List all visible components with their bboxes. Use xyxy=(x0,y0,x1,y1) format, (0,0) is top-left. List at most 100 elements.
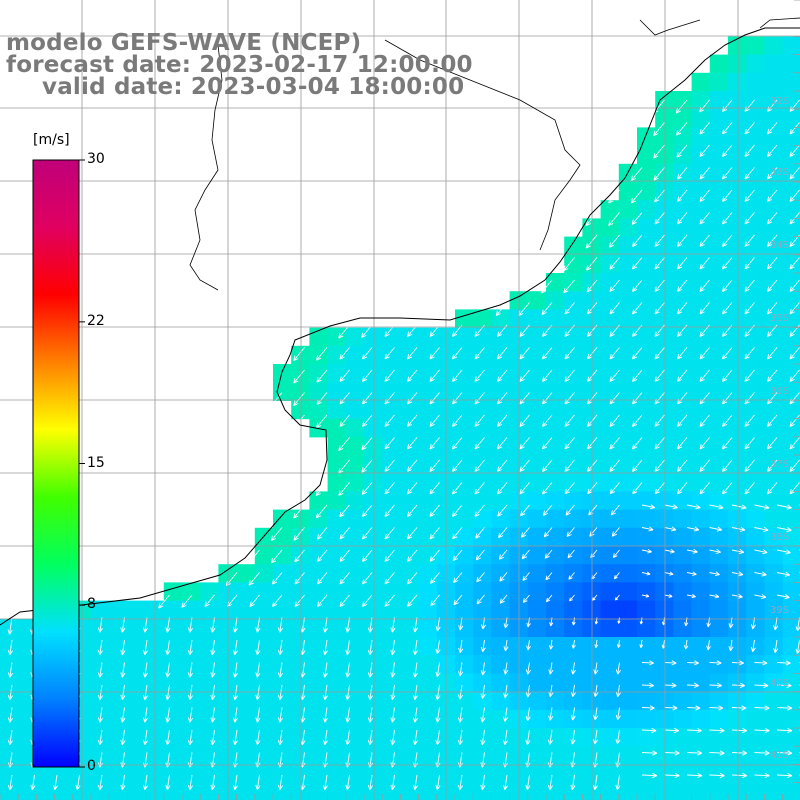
field-cell xyxy=(618,254,638,274)
wind-arrow xyxy=(610,504,620,516)
field-cell xyxy=(455,455,474,474)
wind-arrow xyxy=(767,414,778,427)
field-cell xyxy=(691,582,711,602)
field-cell xyxy=(473,691,492,711)
field-cell xyxy=(691,400,711,420)
field-cell xyxy=(527,455,547,474)
field-cell xyxy=(309,582,329,602)
field-cell xyxy=(455,436,474,456)
wind-arrow xyxy=(502,729,508,745)
wind-arrow xyxy=(773,617,779,631)
wind-arrow xyxy=(345,774,351,790)
field-cell xyxy=(728,400,747,420)
field-cell xyxy=(564,782,583,800)
wind-arrow xyxy=(249,594,260,607)
field-cell xyxy=(473,327,492,347)
wind-arrow xyxy=(407,572,418,585)
wind-arrow xyxy=(709,660,722,666)
field-cell xyxy=(254,746,274,765)
wind-arrow xyxy=(632,369,643,382)
field-cell xyxy=(18,691,37,711)
wind-arrow xyxy=(641,727,657,734)
field-cell xyxy=(728,182,747,201)
wind-arrow xyxy=(502,774,508,790)
wind-arrow xyxy=(754,526,769,532)
wind-arrow xyxy=(564,459,575,472)
field-cell xyxy=(327,782,347,800)
field-cell xyxy=(400,582,420,602)
field-cell xyxy=(564,655,583,674)
field-cell xyxy=(546,746,565,765)
field-cell xyxy=(709,163,729,183)
field-cell xyxy=(400,564,420,583)
wind-arrow xyxy=(412,617,418,633)
field-cell xyxy=(782,491,800,511)
wind-arrow xyxy=(322,639,328,655)
wind-arrow xyxy=(722,279,733,292)
field-cell xyxy=(564,527,583,547)
wind-arrow xyxy=(776,527,792,533)
wind-arrow xyxy=(521,549,530,560)
wind-arrow xyxy=(339,549,350,562)
field-cell xyxy=(382,327,401,347)
wind-arrow xyxy=(271,572,283,585)
field-cell xyxy=(273,782,292,800)
field-cell xyxy=(0,673,19,693)
field-cell xyxy=(709,72,729,92)
field-cell xyxy=(527,400,547,420)
field-cell xyxy=(345,600,365,620)
field-cell xyxy=(728,309,747,329)
field-cell xyxy=(691,527,711,547)
colorbar-tick-label: 0 xyxy=(87,758,96,774)
field-cell xyxy=(491,728,511,747)
wind-arrow xyxy=(498,527,508,539)
field-cell xyxy=(746,546,765,565)
field-cell xyxy=(345,637,365,656)
field-cell xyxy=(182,691,201,711)
field-cell xyxy=(364,400,383,420)
wind-arrow xyxy=(654,302,665,315)
field-cell xyxy=(546,637,565,656)
wind-arrow xyxy=(158,594,170,609)
field-cell xyxy=(382,527,401,547)
wind-arrow xyxy=(767,167,778,180)
wind-arrow xyxy=(435,617,441,632)
wind-arrow xyxy=(294,572,305,585)
field-cell xyxy=(382,764,401,784)
field-cell xyxy=(309,618,329,638)
wind-arrow xyxy=(293,369,305,384)
field-cell xyxy=(382,582,401,602)
wind-arrow xyxy=(744,437,755,450)
wind-arrow xyxy=(776,705,793,711)
wind-arrow xyxy=(187,662,193,678)
field-cell xyxy=(473,418,492,438)
field-cell xyxy=(364,436,383,456)
wind-arrow xyxy=(776,727,793,734)
field-cell xyxy=(673,382,693,401)
wind-arrow xyxy=(452,437,463,450)
field-cell xyxy=(127,709,147,729)
wind-arrow xyxy=(429,347,440,360)
latitude-label: 32S xyxy=(770,96,790,107)
field-cell xyxy=(728,345,747,365)
wind-arrow xyxy=(676,122,688,136)
field-cell xyxy=(382,546,401,565)
field-cell xyxy=(691,564,711,583)
field-cell xyxy=(327,728,347,747)
field-cell xyxy=(746,600,765,620)
field-cell xyxy=(18,673,37,693)
field-cell xyxy=(327,436,347,456)
field-cell xyxy=(455,509,474,529)
field-cell xyxy=(618,182,638,201)
field-cell xyxy=(364,491,383,511)
field-cell xyxy=(491,673,511,693)
field-cell xyxy=(327,455,347,474)
field-cell xyxy=(637,728,656,747)
field-cell xyxy=(527,436,547,456)
wind-arrow xyxy=(430,594,440,607)
field-cell xyxy=(728,327,747,347)
field-cell xyxy=(455,746,474,765)
wind-arrow xyxy=(632,234,643,247)
field-cell xyxy=(782,127,800,147)
